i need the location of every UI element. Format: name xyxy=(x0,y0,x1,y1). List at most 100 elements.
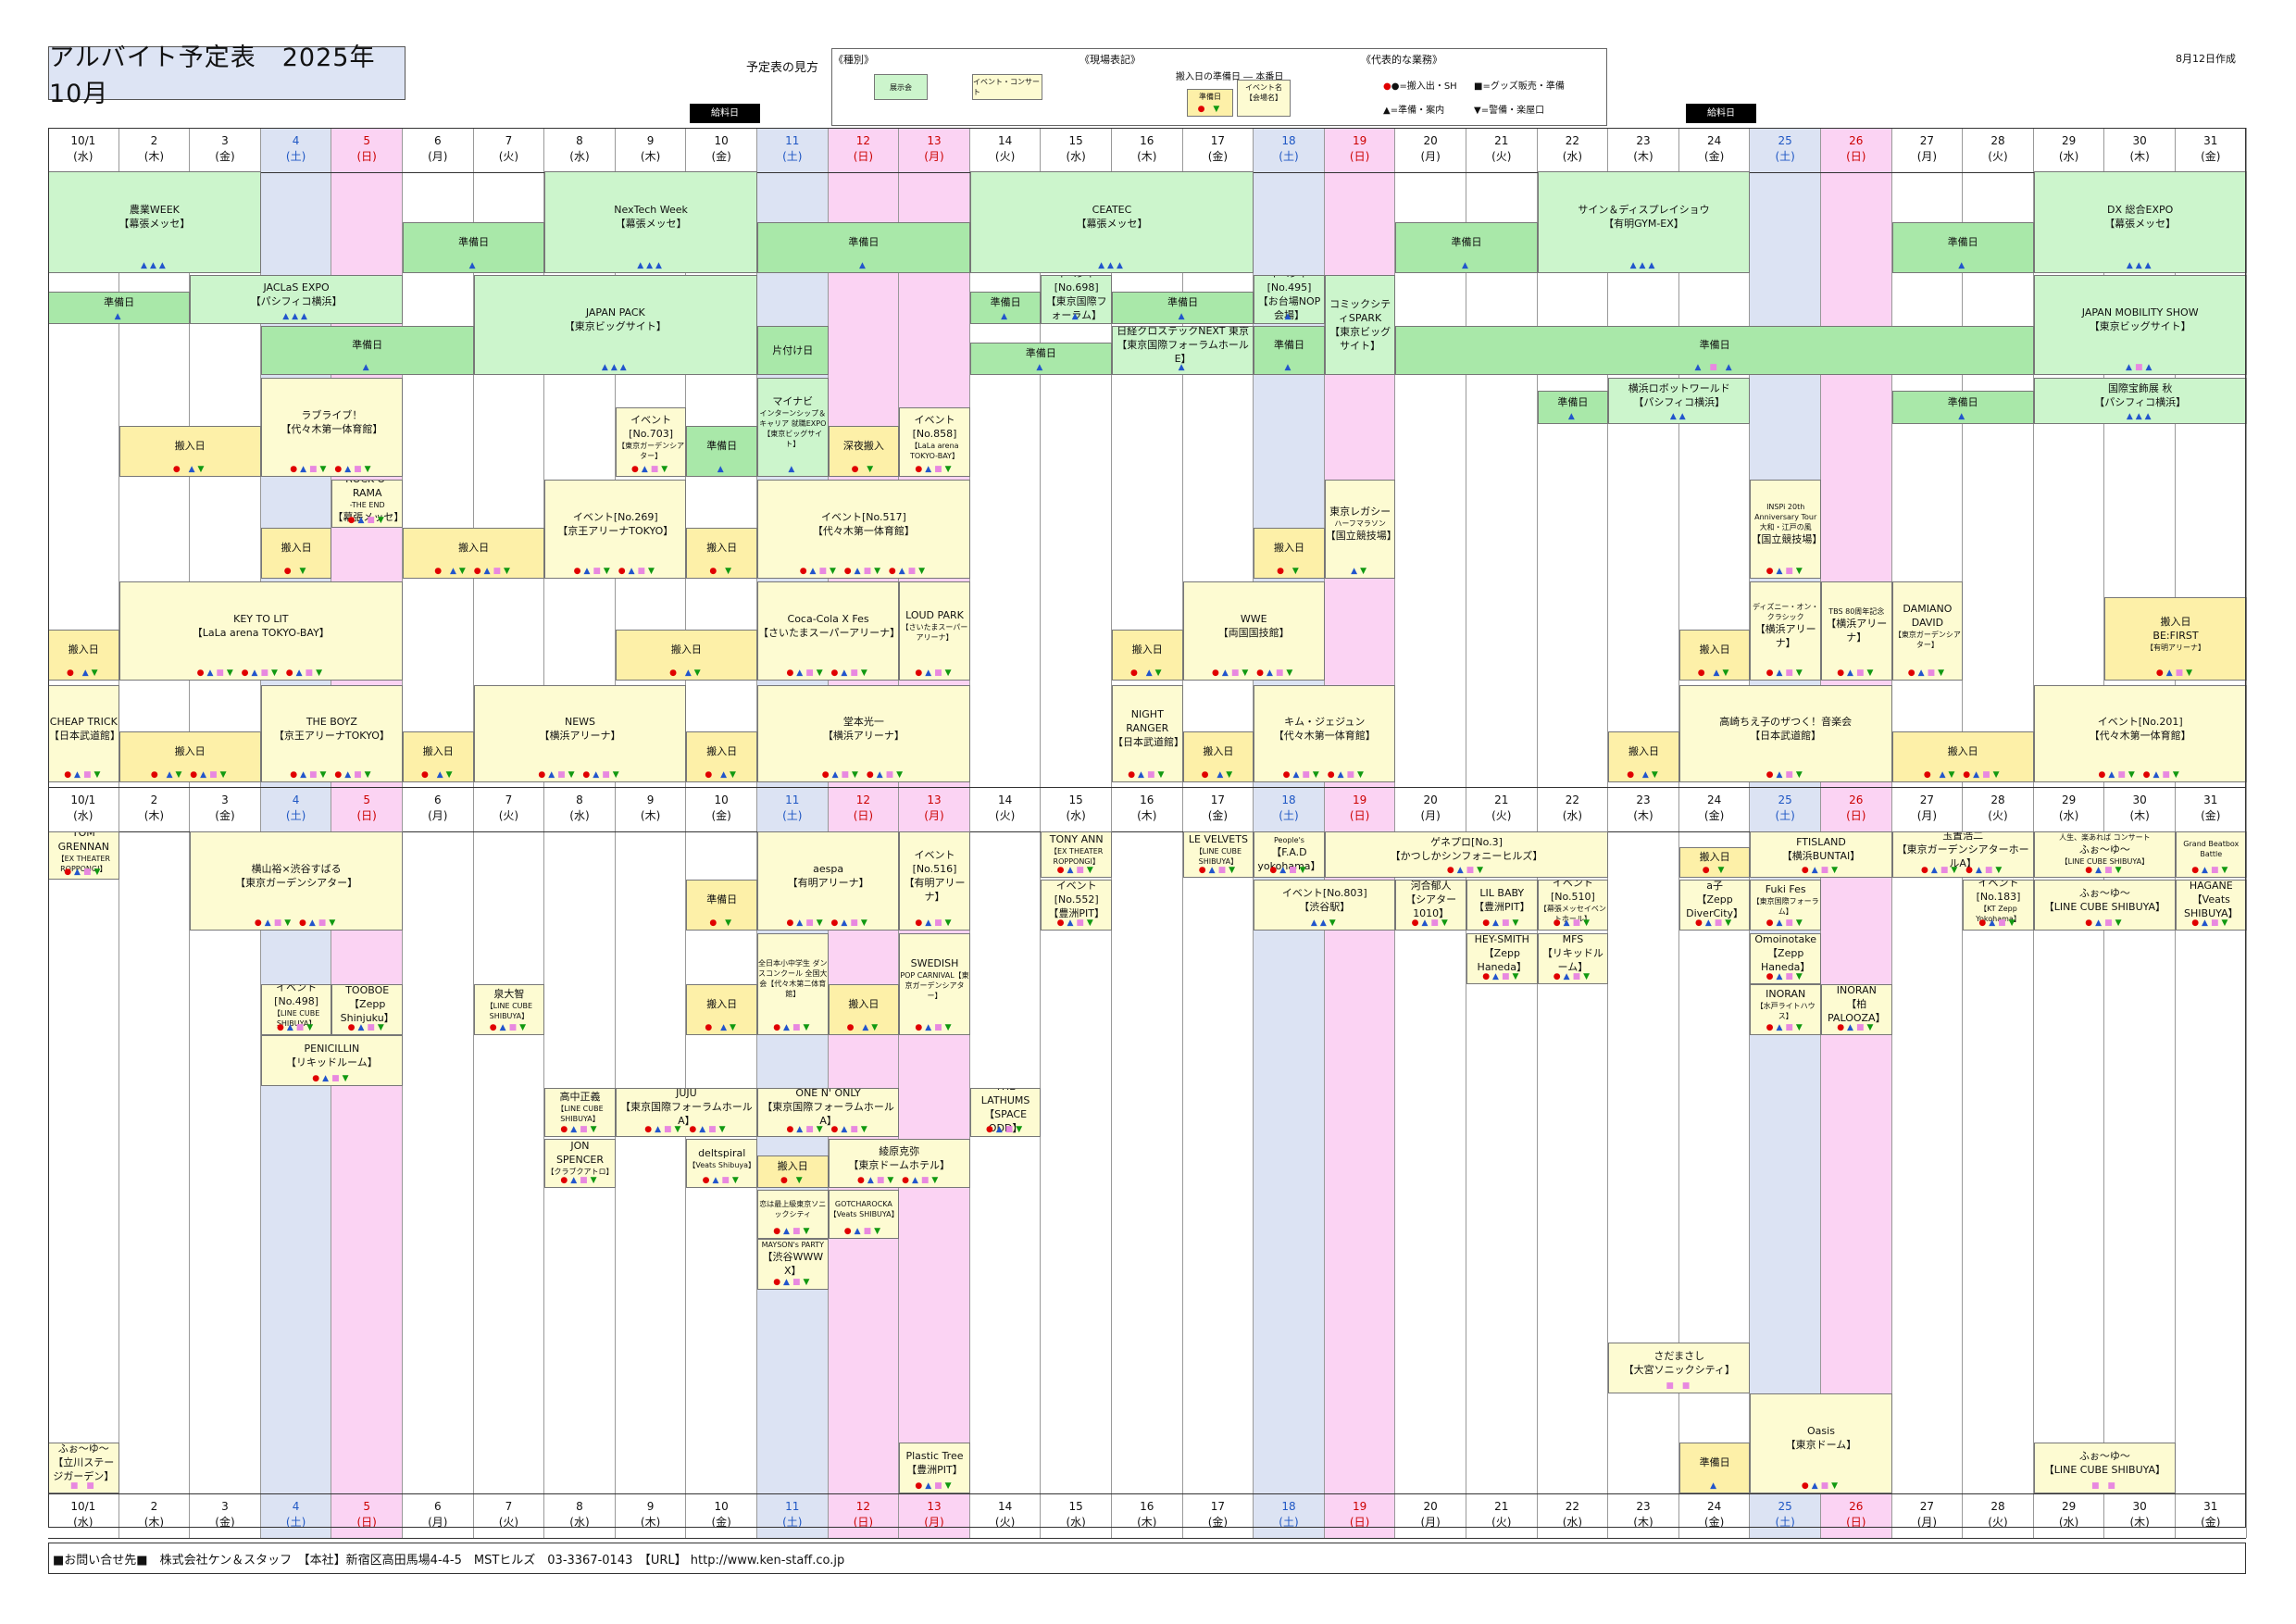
concert-event[interactable]: LIL BABY 【豊洲PIT】 ●▲■▼ xyxy=(1466,880,1538,931)
concert-event[interactable]: ラブライブ！ 【代々木第一体育館】 ●▲■▼ ●▲■▼ xyxy=(260,378,403,477)
load-in-day[interactable]: 搬入日 BE:FIRST 【有明アリーナ】 ●▲■▼ xyxy=(2104,597,2247,681)
concert-event[interactable]: MFS 【リキッドルーム】 ●▲■▼ xyxy=(1537,933,1609,984)
concert-event[interactable]: LOUD PARK 【さいたまスーパーアリーナ】 ●▲■▼ xyxy=(899,581,970,681)
concert-event[interactable]: Sunrise Gold The People's 【F.A.D yokohama… xyxy=(1254,831,1325,878)
load-in-day[interactable]: 搬入日 ● ▼ xyxy=(1678,847,1751,878)
concert-event[interactable]: イベント[No.201] 【代々木第一体育館】 ●▲■▼ ●▲■▼ xyxy=(2033,685,2247,782)
concert-event[interactable]: イベント[No.269] 【京王アリーナTOKYO】 ●▲■▼ ●▲■▼ xyxy=(544,480,687,579)
prep-day[interactable]: 準備日 ▲ xyxy=(260,326,474,375)
concert-event[interactable]: 全日本小中学生 ダンスコンクール 全国大会【代々木第二体育館】 ●▲■▼ xyxy=(757,933,829,1035)
concert-event[interactable]: deltspiral 【Veats Shibuya】 ●▲■▼ xyxy=(686,1139,757,1188)
concert-event[interactable]: 河合郁人 【シアター1010】 ●▲■▼ xyxy=(1395,880,1466,931)
concert-event[interactable]: 横山裕×渋谷すばる 【東京ガーデンシアター】 ●▲■▼ ●▲■▼ xyxy=(190,831,403,931)
concert-event[interactable]: LE VELVETS 【LINE CUBE SHIBUYA】 ●▲■▼ xyxy=(1182,831,1254,878)
load-in-day[interactable]: 搬入日 ● ▲▼ xyxy=(119,426,261,477)
concert-event[interactable]: TOOBOE 【Zepp Shinjuku】 ●▲■▼ xyxy=(331,984,403,1035)
concert-event[interactable]: TBS 80周年記念 【横浜アリーナ】 ●▲■▼ xyxy=(1821,581,1892,681)
concert-event[interactable]: Coca-Cola X Fes 【さいたまスーパーアリーナ】 ●▲■▼ ●▲■▼ xyxy=(757,581,900,681)
concert-event[interactable]: さだまさし 【大宮ソニックシティ】 ■ ■ xyxy=(1608,1343,1751,1393)
prep-day[interactable]: 準備日 ▲ ■ ▲ xyxy=(1395,326,2034,375)
concert-event[interactable]: 泉大智 【LINE CUBE SHIBUYA】 ●▲■▼ xyxy=(473,984,545,1035)
expo-event[interactable]: 国際宝飾展 秋【パシフィコ横浜】 ▲▲▲ xyxy=(2033,378,2247,424)
concert-event[interactable]: SWEDISH POP CARNIVAL【東京ガーデンシアター】 ●▲■▼ xyxy=(899,933,970,1035)
concert-event[interactable]: 高中正義 【LINE CUBE SHIBUYA】 ●▲■▼ xyxy=(544,1088,616,1137)
expo-event[interactable]: マイナビ インターンシップ＆キャリア 就職EXPO【東京ビッグサイト】 ▲ xyxy=(757,378,829,477)
load-in-day[interactable]: 搬入日 ● ▲▼ xyxy=(1608,731,1679,782)
load-in-day[interactable]: 搬入日 ● ▲▼ xyxy=(615,630,757,681)
prep-day[interactable]: 準備日 ▲ xyxy=(403,222,545,273)
prep-day[interactable]: 準備日 ▲ xyxy=(1395,222,1538,273)
load-in-day[interactable]: 搬入日 ● ▼ xyxy=(686,528,757,579)
prep-day[interactable]: 準備日 ▲ xyxy=(1891,222,2034,273)
concert-event[interactable]: WWE 【両国国技館】 ●▲■▼ ●▲■▼ xyxy=(1182,581,1325,681)
expo-event[interactable]: NexTech Week 【幕張メッセ】 ▲▲▲ xyxy=(544,171,757,273)
concert-event[interactable]: DAMIANO DAVID 【東京ガーデンシアター】 ●▲■▼ xyxy=(1891,581,1964,681)
prep-day[interactable]: 片付け日 xyxy=(757,326,829,375)
load-in-day[interactable]: 搬入日 ● ▲▼ ●▲■▼ xyxy=(119,731,261,782)
concert-event[interactable]: GOTCHAROCKA【Veats SHIBUYA】 ●▲■▼ xyxy=(828,1190,900,1239)
concert-event[interactable]: FTISLAND 【横浜BUNTAI】 ●▲■▼ xyxy=(1750,831,1892,878)
load-in-day[interactable]: 搬入日 ● ▲▼ ●▲■▼ xyxy=(1891,731,2034,782)
prep-day[interactable]: 準備日 ▲ xyxy=(1891,391,2034,424)
load-in-day[interactable]: 搬入日 ● ▲▼ xyxy=(1182,731,1254,782)
concert-event[interactable]: 恋は最上級東京ソニックシティ ●▲■▼ xyxy=(757,1190,829,1239)
expo-event[interactable]: サイン＆ディスプレイショウ 【有明GYM-EX】 ▲▲▲ xyxy=(1537,171,1751,273)
concert-event[interactable]: Grand Beatbox Battle ●▲■▼ xyxy=(2176,831,2247,878)
concert-event[interactable]: キム・ジェジュン 【代々木第一体育館】 ●▲■▼ ●▲■▼ xyxy=(1254,685,1396,782)
concert-event[interactable]: Plastic Tree 【豊洲PIT】 ●▲■▼ xyxy=(899,1443,970,1493)
concert-event[interactable]: INORAN 【柏PALOOZA】 ●▲■▼ xyxy=(1821,984,1892,1035)
concert-event[interactable]: NEWS 【横浜アリーナ】 ●▲■▼ ●▲■▼ xyxy=(473,685,687,782)
concert-event[interactable]: イベント[No.858] 【LaLa arena TOKYO-BAY】 ●▲■▼ xyxy=(899,407,970,477)
expo-event[interactable]: CEATEC 【幕張メッセ】 ▲▲▲ xyxy=(969,171,1254,273)
concert-event[interactable]: 綾原克弥 【東京ドームホテル】 ●▲■▼ ●▲■▼ xyxy=(828,1139,970,1188)
concert-event[interactable]: a子 【Zepp DiverCity】 ●▲■▼ xyxy=(1678,880,1751,931)
concert-event[interactable]: 堂本光一 【横浜アリーナ】 ●▲■▼ ●▲■▼ xyxy=(757,685,970,782)
load-in-day[interactable]: 搬入日 ● ▲▼ xyxy=(686,731,757,782)
prep-day[interactable]: 準備日 ▲ xyxy=(48,292,191,324)
concert-event[interactable]: Fuki Fes 【東京国際フォーラム】 ●▲■▼ xyxy=(1750,880,1821,931)
concert-event[interactable]: ROCK-O-RAMA -THE END 【幕張メッセ】●▲■▼ xyxy=(331,480,403,528)
expo-event[interactable]: JAPAN PACK 【東京ビッグサイト】 ▲▲▲ xyxy=(473,275,757,375)
load-in-day[interactable]: 搬入日 ● ▲▼ xyxy=(403,731,474,782)
concert-event[interactable]: MAYSON's PARTY 【渋谷WWW X】 ●▲■▼ xyxy=(757,1239,829,1290)
concert-event[interactable]: ONE N' ONLY 【東京国際フォーラムホールA】 ●▲■▼ ●▲■▼ xyxy=(757,1088,900,1137)
load-in-day[interactable]: 搬入日 ● ▲▼ xyxy=(828,984,900,1035)
concert-event[interactable]: 東京レガシー ハーフマラソン 【国立競技場】 ▲▼ xyxy=(1324,480,1396,579)
prep-day[interactable]: 準備日 ▲ xyxy=(1254,326,1325,375)
load-in-day[interactable]: 搬入日 ● ▲▼ xyxy=(48,630,119,681)
concert-event[interactable]: INORAN 【水戸ライトハウス】 ●▲■▼ xyxy=(1750,984,1821,1035)
concert-event[interactable]: ふぉ〜ゆ〜 【LINE CUBE SHIBUYA】 ■ ■ xyxy=(2033,1443,2176,1493)
load-in-day[interactable]: 搬入日 ● ▼ xyxy=(757,1156,829,1188)
prep-day[interactable]: 準備日 ▲ xyxy=(1537,391,1609,424)
prep-day[interactable]: 準備日 ▲ xyxy=(757,222,970,273)
concert-event[interactable]: ふぉ〜ゆ〜 【LINE CUBE SHIBUYA】 ●▲■▼ xyxy=(2033,880,2176,931)
load-in-day[interactable]: 準備日 ▲ xyxy=(1678,1443,1751,1493)
concert-event[interactable]: Oasis 【東京ドーム】 ●▲■▼ xyxy=(1750,1393,1892,1493)
prep-day[interactable]: 準備日 ▲ xyxy=(969,292,1042,324)
concert-event[interactable]: HAGANE 【Veats SHIBUYA】 ●▲■▼ xyxy=(2176,880,2247,931)
concert-event[interactable]: イベント[No.183] 【KT Zepp Yokohama】 ●▲■▼ xyxy=(1963,880,2034,931)
concert-event[interactable]: PENICILLIN 【リキッドルーム】 ●▲■▼ xyxy=(260,1035,403,1086)
concert-event[interactable]: イベント[No.803] 【渋谷駅】 ▲▲▼ xyxy=(1254,880,1396,931)
concert-event[interactable]: TOM GRENNAN 【EX THEATER ROPPONGI】 ●▲■▼ xyxy=(48,831,119,880)
concert-event[interactable]: Omoinotake 【Zepp Haneda】 ●▲■▼ xyxy=(1750,933,1821,984)
concert-event[interactable]: THE LATHUMS【SPACE ODD】●▲■▼ xyxy=(969,1088,1042,1137)
concert-event[interactable]: ふぉ〜ゆ〜 【立川ステージガーデン】 ■ ■ xyxy=(48,1443,119,1493)
load-in-day[interactable]: 搬入日 ● ▼ xyxy=(260,528,332,579)
prep-day[interactable]: 準備日 ▲ xyxy=(1112,292,1254,324)
concert-event[interactable]: JUJU 【東京国際フォーラムホールA】 ●▲■▼ ●▲■▼ xyxy=(615,1088,757,1137)
prep-day[interactable]: 準備日 ▲ xyxy=(969,343,1112,375)
concert-event[interactable]: イベント[No.552] 【豊洲PIT】 ●▲■▼ xyxy=(1041,880,1112,931)
load-in-day[interactable]: 準備日 ● ▼ xyxy=(686,880,757,931)
expo-event[interactable]: イベント[No.495]【お台場NOP会場】▲ xyxy=(1254,275,1325,324)
concert-event[interactable]: KEY TO LIT 【LaLa arena TOKYO-BAY】 ●▲■▼ ●▲■… xyxy=(119,581,403,681)
concert-event[interactable]: NIGHT RANGER 【日本武道館】 ●▲■▼ xyxy=(1112,685,1183,782)
concert-event[interactable]: 人生、楽あれば コンサート ふぉ〜ゆ〜 【LINE CUBE SHIBUYA】 ●▲■… xyxy=(2033,831,2176,878)
expo-event[interactable]: 農業WEEK 【幕張メッセ】 ▲▲▲ xyxy=(48,171,261,273)
expo-event[interactable]: イベント[No.698]【東京国際フォーラム】▲ xyxy=(1041,275,1112,324)
expo-event[interactable]: DX 総合EXPO 【幕張メッセ】 ▲▲▲ xyxy=(2033,171,2247,273)
concert-event[interactable]: JON SPENCER 【クラブクアトロ】 ●▲■▼ xyxy=(544,1139,616,1188)
concert-event[interactable]: イベント[No.517] 【代々木第一体育館】 ●▲■▼ ●▲■▼ ●▲■▼ xyxy=(757,480,970,579)
concert-event[interactable]: aespa 【有明アリーナ】 ●▲■▼ ●▲■▼ xyxy=(757,831,900,931)
concert-event[interactable]: イベント[No.516] 【有明アリーナ】 ●▲■▼ xyxy=(899,831,970,931)
